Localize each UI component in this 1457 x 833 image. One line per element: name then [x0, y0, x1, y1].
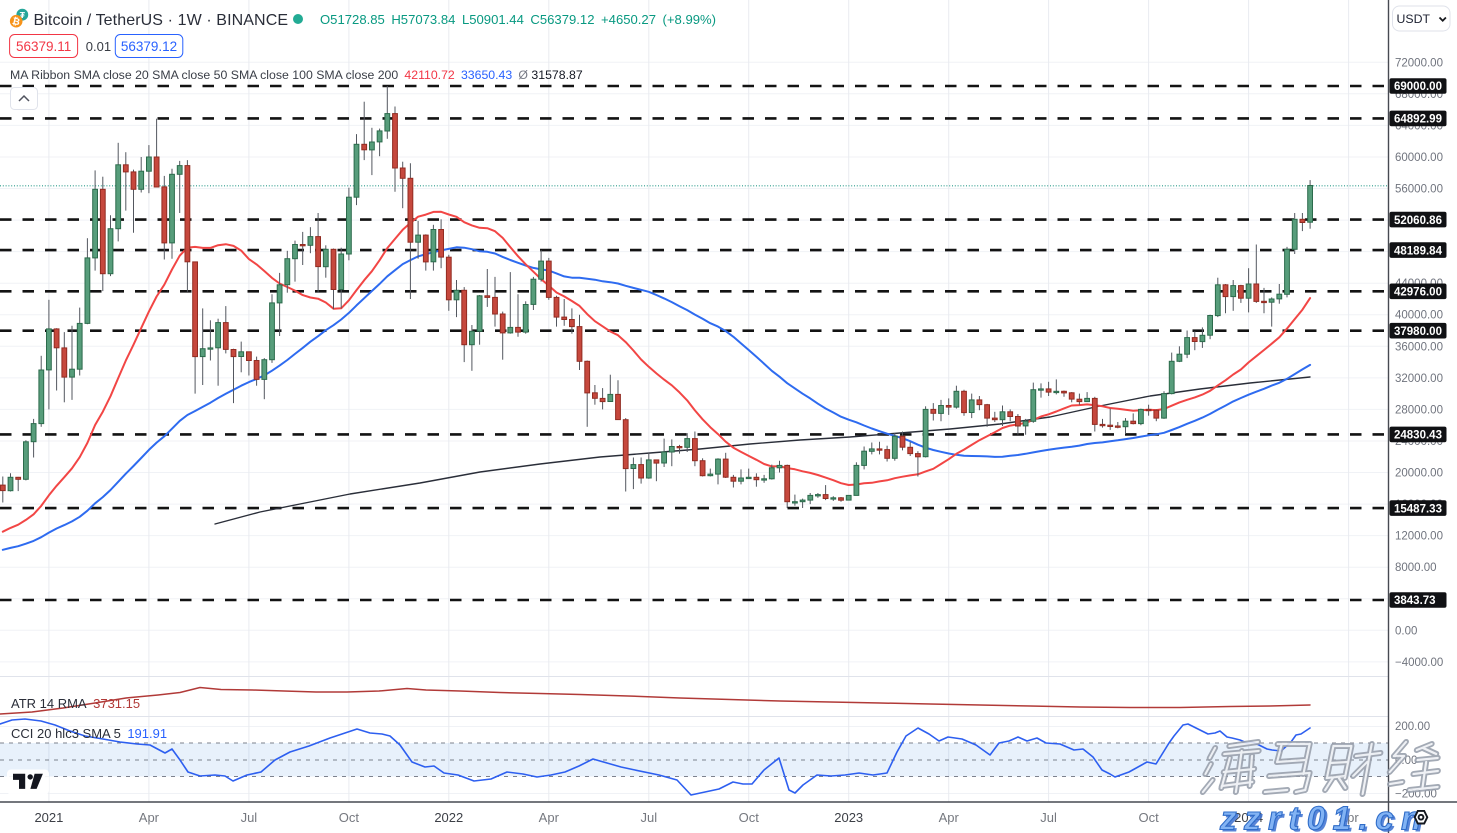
svg-text:56379.12: 56379.12 [121, 39, 177, 54]
svg-text:2021: 2021 [34, 810, 63, 825]
svg-text:O51728.85 H57073.84 L50901.44: O51728.85 H57073.84 L50901.44 C56379.12 … [320, 12, 716, 27]
svg-text:69000.00: 69000.00 [1394, 81, 1442, 93]
svg-text:Bitcoin / TetherUS · 1W · BINA: Bitcoin / TetherUS · 1W · BINANCE [34, 12, 289, 29]
svg-text:−4000.00: −4000.00 [1395, 657, 1443, 669]
svg-text:ATR 14 RMA 3731.15: ATR 14 RMA 3731.15 [11, 696, 140, 711]
svg-text:56379.11: 56379.11 [16, 39, 71, 54]
svg-text:Apr: Apr [139, 810, 160, 825]
svg-text:zzrt01.cn: zzrt01.cn [1222, 802, 1432, 833]
svg-text:52060.86: 52060.86 [1394, 215, 1442, 227]
svg-text:2022: 2022 [434, 810, 463, 825]
svg-text:40000.00: 40000.00 [1395, 310, 1443, 322]
svg-text:37980.00: 37980.00 [1394, 326, 1442, 338]
svg-text:3843.73: 3843.73 [1394, 595, 1436, 607]
svg-text:Jul: Jul [1040, 810, 1057, 825]
svg-text:Apr: Apr [939, 810, 960, 825]
svg-text:Oct: Oct [339, 810, 360, 825]
svg-text:MA Ribbon SMA close 20 SMA clo: MA Ribbon SMA close 20 SMA close 50 SMA … [10, 68, 583, 82]
svg-text:Jul: Jul [640, 810, 657, 825]
svg-text:2024: 2024 [1234, 810, 1263, 825]
svg-text:₮: ₮ [20, 10, 26, 20]
svg-text:32000.00: 32000.00 [1395, 373, 1443, 385]
svg-text:64892.99: 64892.99 [1394, 114, 1442, 126]
svg-text:20000.00: 20000.00 [1395, 468, 1443, 480]
svg-text:Oct: Oct [739, 810, 760, 825]
svg-text:8000.00: 8000.00 [1395, 562, 1437, 574]
svg-text:0.01: 0.01 [86, 39, 111, 54]
svg-text:24830.43: 24830.43 [1394, 430, 1442, 442]
svg-text:200.00: 200.00 [1395, 721, 1430, 733]
svg-text:−200.00: −200.00 [1395, 788, 1437, 800]
svg-text:15487.33: 15487.33 [1394, 503, 1442, 515]
svg-text:72000.00: 72000.00 [1395, 57, 1443, 69]
svg-text:Jul: Jul [241, 810, 258, 825]
svg-text:56000.00: 56000.00 [1395, 184, 1443, 196]
svg-text:USDT: USDT [1397, 12, 1431, 26]
svg-text:₿: ₿ [11, 16, 21, 29]
svg-text:48189.84: 48189.84 [1394, 245, 1443, 257]
svg-text:Apr: Apr [539, 810, 560, 825]
svg-text:Oct: Oct [1138, 810, 1159, 825]
svg-text:36000.00: 36000.00 [1395, 341, 1443, 353]
svg-text:60000.00: 60000.00 [1395, 152, 1443, 164]
svg-text:28000.00: 28000.00 [1395, 404, 1443, 416]
svg-text:zzrt01.cn: zzrt01.cn [1219, 800, 1429, 833]
svg-text:12000.00: 12000.00 [1395, 531, 1443, 543]
svg-text:Apr: Apr [1338, 810, 1359, 825]
svg-text:CCI 20 hlc3 SMA 5 191.91: CCI 20 hlc3 SMA 5 191.91 [11, 726, 167, 741]
svg-text:0.00: 0.00 [1395, 625, 1417, 637]
svg-text:2023: 2023 [834, 810, 863, 825]
svg-text:42976.00: 42976.00 [1394, 287, 1442, 299]
